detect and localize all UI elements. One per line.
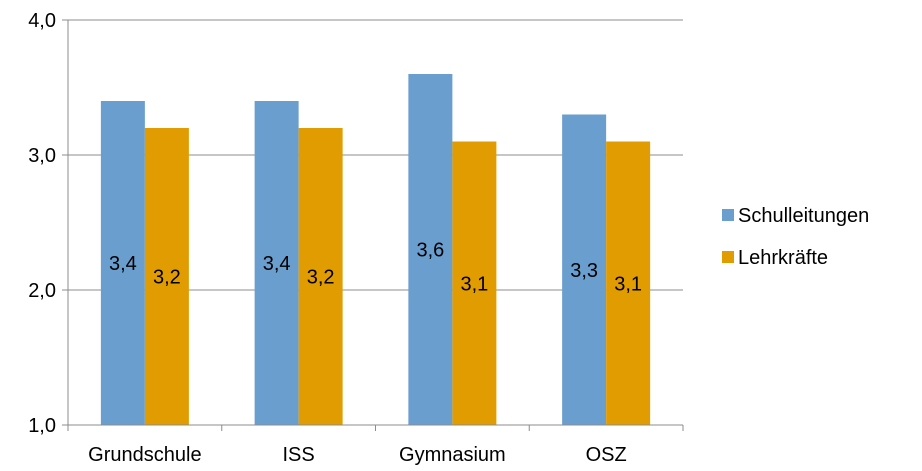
data-label: 3,4 bbox=[263, 253, 291, 275]
y-tick-label: 1,0 bbox=[28, 415, 56, 437]
y-axis: 1,0 2,0 3,0 4,0 bbox=[28, 10, 69, 437]
bar-schulleitungen bbox=[254, 101, 299, 425]
legend-swatch bbox=[722, 251, 734, 263]
data-label: 3,2 bbox=[307, 267, 335, 289]
y-tick-label: 4,0 bbox=[28, 10, 56, 32]
bars bbox=[100, 74, 651, 425]
bar-lehrkraefte bbox=[144, 128, 189, 425]
data-label: 3,1 bbox=[460, 273, 488, 295]
bar-schulleitungen bbox=[100, 101, 145, 425]
x-tick-label: OSZ bbox=[586, 444, 627, 466]
x-tick-label: ISS bbox=[283, 444, 315, 466]
data-labels: 3,4 3,2 3,4 3,2 3,6 3,1 3,3 3,1 bbox=[109, 240, 642, 296]
bar-lehrkraefte bbox=[606, 141, 651, 425]
legend: Schulleitungen Lehrkräfte bbox=[722, 205, 869, 269]
legend-label: Schulleitungen bbox=[738, 205, 869, 227]
x-tick-label: Grundschule bbox=[88, 444, 201, 466]
data-label: 3,4 bbox=[109, 253, 137, 275]
bar-schulleitungen bbox=[562, 114, 607, 425]
bar-lehrkraefte bbox=[452, 141, 497, 425]
bar-schulleitungen bbox=[408, 74, 453, 425]
data-label: 3,6 bbox=[416, 240, 444, 262]
data-label: 3,3 bbox=[570, 260, 598, 282]
y-tick-label: 3,0 bbox=[28, 145, 56, 167]
y-tick-label: 2,0 bbox=[28, 280, 56, 302]
bar-lehrkraefte bbox=[298, 128, 343, 425]
data-label: 3,1 bbox=[614, 273, 642, 295]
data-label: 3,2 bbox=[153, 267, 181, 289]
legend-swatch bbox=[722, 209, 734, 221]
legend-label: Lehrkräfte bbox=[738, 247, 828, 269]
x-axis: Grundschule ISS Gymnasium OSZ bbox=[67, 424, 684, 466]
x-tick-label: Gymnasium bbox=[399, 444, 506, 466]
